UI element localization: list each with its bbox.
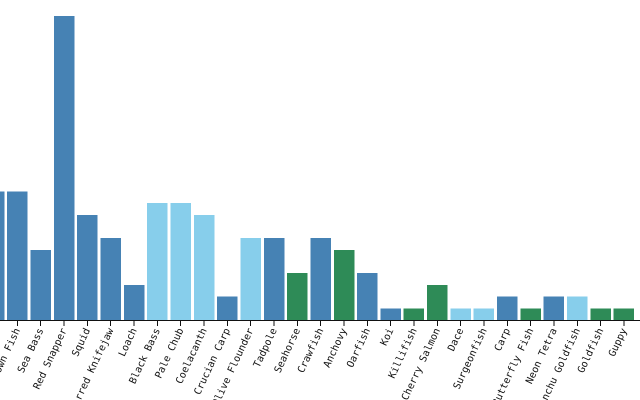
bar: [287, 273, 308, 320]
bar: [427, 284, 448, 320]
bar: [170, 203, 191, 320]
x-tick-label: Squid: [70, 327, 93, 359]
bar: [380, 308, 401, 320]
bar: [357, 273, 378, 320]
bar: [263, 238, 285, 320]
bar: [147, 203, 168, 320]
bar: [193, 214, 215, 320]
bar: [567, 296, 588, 320]
x-tick-label: Guppy: [607, 327, 630, 359]
bar: [7, 191, 28, 320]
bar: [497, 296, 518, 320]
bar: [590, 308, 611, 320]
bar: [613, 308, 635, 320]
bar: [123, 284, 145, 320]
bar: [100, 238, 121, 320]
bar: [53, 16, 75, 320]
x-tick-label: Clown Fish: [0, 327, 23, 386]
x-tick-label: Barred Knifejaw: [68, 326, 117, 400]
bar: [77, 214, 98, 320]
bar: [520, 308, 541, 320]
bar: [0, 191, 5, 320]
bar: [333, 249, 355, 320]
bar: [217, 296, 238, 320]
x-tick-label: Loach: [117, 327, 140, 359]
bars-group: [0, 16, 635, 320]
x-tick-label: Carp: [493, 327, 513, 353]
bar: [450, 308, 471, 320]
bar: [473, 308, 495, 320]
bar: [30, 249, 51, 320]
x-tick-label: Oarfish: [345, 327, 373, 370]
bar: [310, 238, 331, 320]
bar: [403, 308, 425, 320]
x-tick-label: Koi: [379, 327, 397, 348]
bar: [543, 296, 565, 320]
x-tick-label: Dace: [446, 327, 466, 353]
bar: [240, 238, 261, 320]
